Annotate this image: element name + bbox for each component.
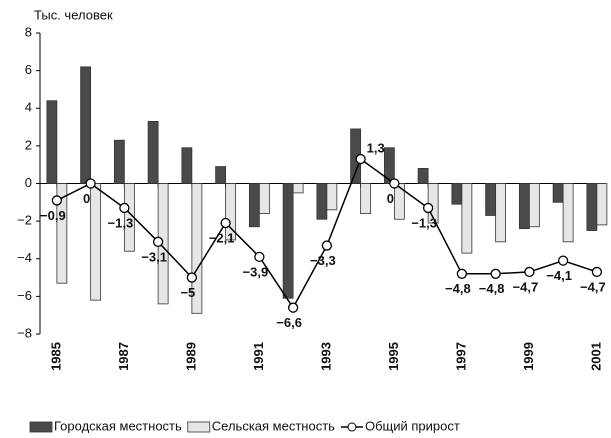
y-axis-label: Тыс. человек [34,7,113,22]
y-tick-label: 4 [25,100,32,115]
marker [287,302,299,313]
marker [389,178,400,189]
data-label: −4,7 [513,279,539,294]
data-label: −0,9 [40,208,66,223]
data-label: 0 [387,191,394,206]
data-label: −5 [180,285,195,300]
legend-label: Общий прирост [365,418,460,433]
bar [316,183,328,220]
marker [456,268,468,279]
bar [248,183,260,228]
bar [258,183,270,215]
data-label: −4,8 [479,281,505,296]
bar [552,183,564,203]
data-label: −4,7 [580,279,606,294]
y-tick-label: 6 [25,62,32,77]
marker [422,202,434,214]
data-label: −2,1 [209,230,235,245]
marker [591,266,603,278]
bar [596,183,608,226]
x-tick-label: 1997 [453,342,468,371]
bar [326,183,338,211]
x-tick-label: 1993 [318,342,333,371]
marker [152,236,164,247]
x-tick-label: 1995 [386,342,401,371]
legend-label: Сельская местность [212,418,335,433]
marker [490,268,501,279]
x-tick-label: 2001 [588,342,603,371]
x-tick-label: 1989 [183,342,198,371]
legend-swatch [29,421,53,433]
bar [518,183,530,230]
bar [586,183,598,231]
data-label: −4,8 [445,281,471,296]
bar [528,183,540,228]
bar [417,168,429,184]
marker [119,202,130,214]
bar [451,183,463,205]
y-tick-label: −4 [17,250,32,265]
marker [321,240,333,251]
x-tick-label: 1999 [521,342,536,371]
legend-marker [347,422,357,432]
y-tick-label: 0 [25,175,32,190]
y-tick-label: −6 [17,288,32,303]
marker [51,195,63,206]
y-tick-label: 8 [25,24,32,39]
marker [186,272,198,283]
marker [220,217,231,229]
marker [557,255,569,266]
bar [225,183,237,241]
data-label: −3,9 [243,264,269,279]
bar [80,66,92,184]
data-label: 1,3 [367,140,385,155]
legend-label: Городская местность [54,418,182,433]
bar [292,183,304,194]
y-tick-label: −8 [17,325,32,340]
legend-swatch [187,421,211,433]
bar [181,147,193,184]
bar [56,183,68,284]
y-tick-label: 2 [25,137,32,152]
data-label: −6,6 [276,315,302,330]
data-label: −4,1 [546,268,572,283]
bar [282,183,294,299]
marker [355,153,366,165]
bar [46,100,58,184]
bar [485,183,497,216]
bar [90,183,102,301]
data-label: −1,3 [411,215,437,230]
data-label: −3,1 [141,249,167,264]
marker [85,178,96,189]
data-label: −1,3 [108,215,134,230]
bar [113,139,125,184]
bar [147,121,159,184]
x-tick-label: 1985 [48,342,63,371]
x-tick-label: 1987 [116,342,131,371]
bar [495,183,507,243]
y-tick-label: −2 [17,213,32,228]
data-label: −3,3 [310,253,336,268]
data-label: 0 [83,191,90,206]
marker [524,266,535,278]
bar [461,183,473,254]
x-tick-label: 1991 [251,342,266,371]
marker [254,251,265,263]
bar [191,183,203,314]
bar [215,166,227,184]
bar [360,183,372,215]
bar [562,183,574,243]
